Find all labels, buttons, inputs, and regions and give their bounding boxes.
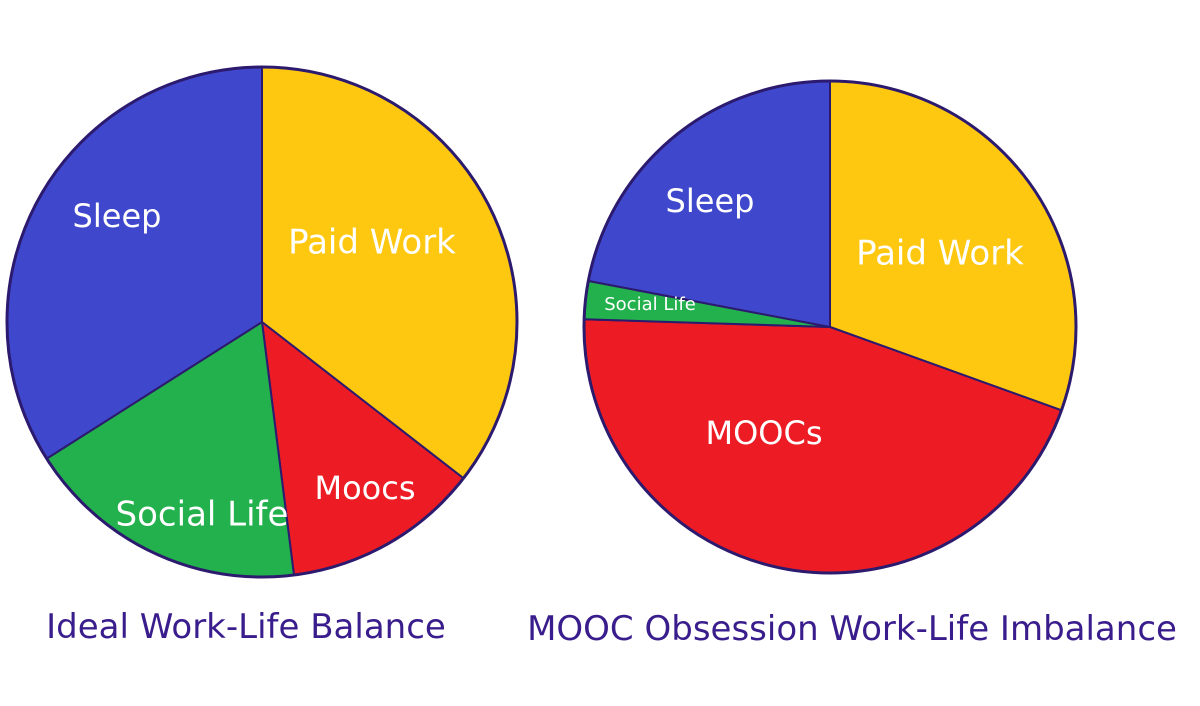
pie-0-label-sleep: Sleep <box>73 197 162 235</box>
pie-1-label-sleep: Sleep <box>666 182 755 220</box>
pie-0-label-paid-work: Paid Work <box>288 223 456 263</box>
ideal-balance-pie: Paid Work Moocs Social Life Sleep <box>5 65 519 579</box>
chart-title-imbalance: MOOC Obsession Work-Life Imbalance <box>527 609 1177 649</box>
imbalance-pie: Paid Work MOOCs Social Life Sleep <box>582 79 1078 575</box>
pie-1-label-moocs: MOOCs <box>706 414 823 452</box>
chart-title-ideal: Ideal Work-Life Balance <box>46 607 446 647</box>
pie-0-label-moocs: Moocs <box>314 469 415 507</box>
pie-1-label-paid-work: Paid Work <box>856 234 1024 274</box>
pie-0-outline <box>5 65 519 579</box>
pie-0-label-social-life: Social Life <box>116 495 289 535</box>
pie-1-label-social-life: Social Life <box>604 294 696 315</box>
pie-1-outline <box>582 79 1078 575</box>
